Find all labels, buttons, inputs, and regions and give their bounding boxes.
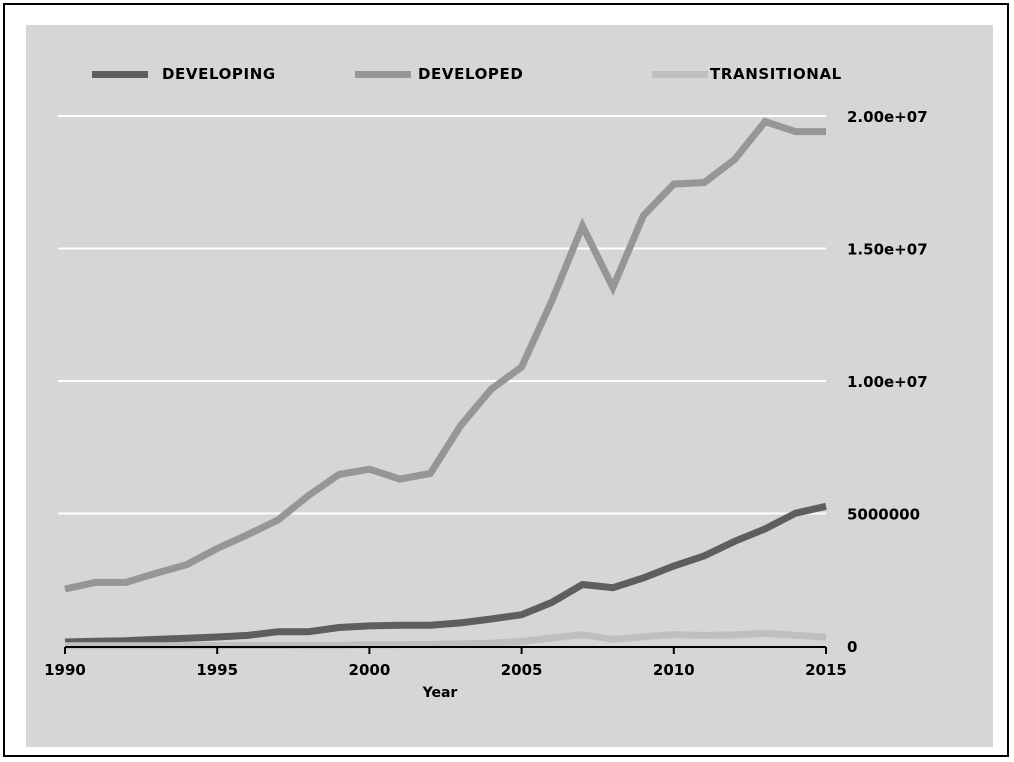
legend-label-developing: DEVELOPING	[162, 65, 276, 83]
series-line-transitional	[65, 629, 827, 650]
chart-frame	[3, 3, 1009, 757]
x-tick-label-3: 2005	[501, 661, 543, 679]
x-tick-label-0: 1990	[44, 661, 86, 679]
y-tick-label-2: 1.00e+07	[847, 373, 928, 391]
x-tick-label-2: 2000	[349, 661, 391, 679]
legend: DEVELOPING DEVELOPED TRANSITIONAL	[92, 65, 842, 83]
x-tick-label-5: 2015	[805, 661, 847, 679]
x-axis-title: Year	[422, 685, 458, 701]
series-line-developed	[64, 117, 826, 593]
y-tick-label-3: 1.50e+07	[847, 241, 928, 259]
x-axis: 1990 1995 2000 2005 2010 2015	[44, 646, 847, 679]
y-tick-label-4: 2.00e+07	[847, 108, 928, 126]
legend-swatch-developed	[355, 71, 411, 78]
legend-label-developed: DEVELOPED	[418, 65, 523, 83]
y-tick-label-1: 5000000	[847, 506, 920, 524]
legend-swatch-transitional	[652, 71, 708, 78]
x-tick-label-4: 2010	[653, 661, 695, 679]
plot-background	[26, 25, 993, 747]
y-tick-label-0: 0	[847, 638, 857, 656]
x-tick-label-1: 1995	[196, 661, 238, 679]
series-lines	[64, 117, 827, 650]
legend-label-transitional: TRANSITIONAL	[710, 65, 842, 83]
legend-swatch-developing	[92, 71, 148, 78]
grid-lines	[58, 115, 826, 515]
y-axis: 0 5000000 1.00e+07 1.50e+07 2.00e+07	[847, 108, 928, 656]
series-line-developing	[64, 502, 827, 646]
